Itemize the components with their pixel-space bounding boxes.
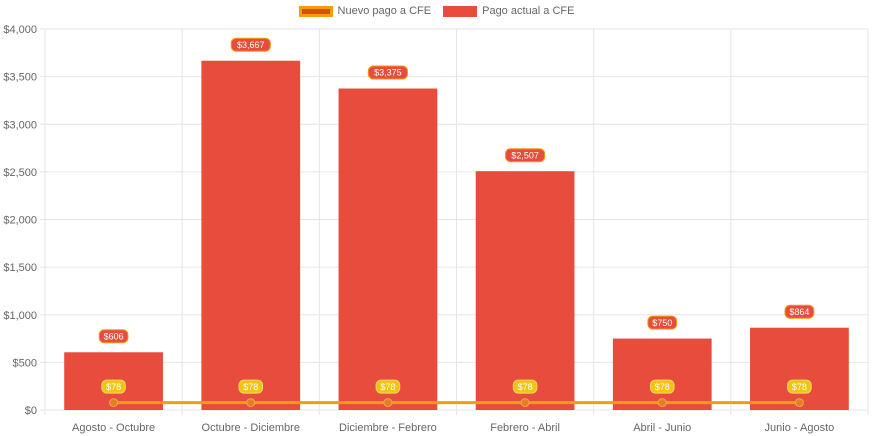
y-tick-label: $2,500 bbox=[3, 167, 37, 179]
bar-value-badge bbox=[504, 148, 546, 163]
bar-value-label: $606 bbox=[104, 331, 124, 341]
bar-value-label: $750 bbox=[652, 318, 672, 328]
bar bbox=[475, 171, 575, 410]
line-value-badge bbox=[649, 379, 675, 394]
y-tick-label: $1,000 bbox=[3, 310, 37, 322]
line-point bbox=[383, 398, 393, 408]
bar-value-badge bbox=[784, 304, 815, 319]
line-value-label: $78 bbox=[655, 382, 670, 392]
line-value-label: $78 bbox=[518, 382, 533, 392]
line-point bbox=[109, 398, 119, 408]
line-value-label: $78 bbox=[792, 382, 807, 392]
bar bbox=[750, 327, 849, 410]
legend-label-pago-actual: Pago actual a CFE bbox=[482, 5, 575, 17]
x-tick-label: Octubre - Diciembre bbox=[202, 422, 300, 434]
x-tick-label: Diciembre - Febrero bbox=[339, 422, 437, 434]
line-value-label: $78 bbox=[243, 382, 258, 392]
x-tick-label: Febrero - Abril bbox=[490, 422, 560, 434]
bar-value-badge bbox=[230, 37, 271, 52]
y-tick-label: $4,000 bbox=[3, 24, 37, 36]
legend-swatch-pago-actual bbox=[443, 5, 478, 17]
legend-label-nuevo-pago: Nuevo pago a CFE bbox=[337, 5, 432, 17]
bar-value-badge bbox=[367, 65, 409, 80]
bar-value-label: $3,375 bbox=[374, 68, 402, 78]
bar-value-label: $864 bbox=[789, 307, 809, 317]
bar bbox=[338, 88, 438, 410]
bar bbox=[201, 60, 301, 410]
line-point bbox=[794, 398, 804, 408]
line-point bbox=[657, 398, 667, 408]
line-value-label: $78 bbox=[380, 382, 395, 392]
x-tick-label: Agosto - Octubre bbox=[72, 422, 155, 434]
y-tick-label: $3,000 bbox=[3, 119, 37, 131]
legend-swatch-nuevo-pago bbox=[298, 5, 333, 17]
line-value-badge bbox=[375, 379, 401, 394]
line-value-label: $78 bbox=[106, 382, 121, 392]
x-tick-label: Abril - Junio bbox=[633, 422, 691, 434]
line-value-badge bbox=[787, 379, 812, 394]
bar-value-badge bbox=[647, 315, 678, 330]
line-value-badge bbox=[101, 379, 126, 394]
legend-item-pago-actual[interactable]: Pago actual a CFE bbox=[443, 5, 574, 17]
legend-item-nuevo-pago[interactable]: Nuevo pago a CFE bbox=[298, 5, 432, 17]
line-value-badge bbox=[238, 379, 264, 394]
line-value-badge bbox=[512, 379, 538, 394]
bar-value-badge bbox=[98, 329, 129, 344]
bar-value-label: $2,507 bbox=[511, 150, 539, 160]
x-tick-label: Junio - Agosto bbox=[765, 422, 835, 434]
bar-value-label: $3,667 bbox=[237, 40, 265, 50]
y-tick-label: $500 bbox=[13, 357, 37, 369]
y-tick-label: $3,500 bbox=[3, 72, 37, 84]
y-tick-label: $0 bbox=[25, 405, 37, 417]
y-tick-label: $1,500 bbox=[3, 262, 37, 274]
line-point bbox=[246, 398, 256, 408]
chart-legend: Nuevo pago a CFE Pago actual a CFE bbox=[0, 5, 873, 17]
y-tick-label: $2,000 bbox=[3, 215, 37, 227]
line-point bbox=[520, 398, 530, 408]
